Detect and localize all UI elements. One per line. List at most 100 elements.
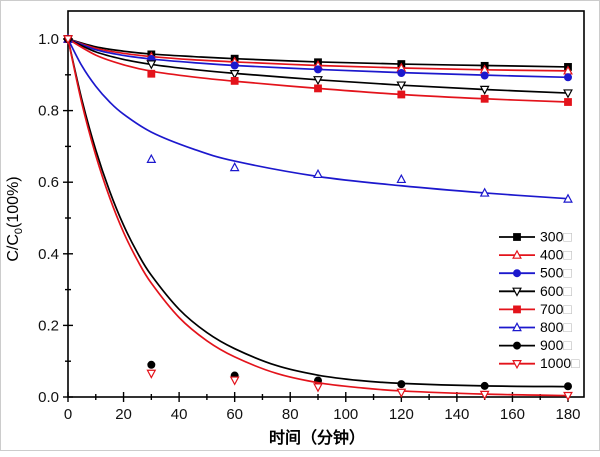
triangle-down-marker	[146, 369, 157, 379]
legend-label: 500□	[540, 265, 572, 281]
series-1000	[63, 35, 573, 402]
triangle-down-marker	[396, 81, 407, 91]
legend-missing-glyph: □	[571, 355, 580, 371]
legend-missing-glyph: □	[563, 265, 572, 281]
legend-item-600: 600□	[499, 283, 572, 299]
y-tick-label: 0.4	[38, 246, 59, 263]
x-tick-label: 20	[115, 406, 132, 423]
legend-label: 600□	[540, 283, 572, 299]
legend-missing-glyph: □	[563, 301, 572, 317]
legend-item-900: 900□	[499, 337, 572, 353]
y-axis-label-suffix: (100%)	[5, 176, 22, 228]
series-curve-1000	[67, 38, 569, 397]
legend-label: 900□	[540, 337, 572, 353]
legend-label-value: 900	[540, 337, 564, 353]
y-tick-label: 1.0	[38, 31, 59, 48]
square-marker	[513, 233, 521, 241]
triangle-down-marker	[229, 70, 240, 80]
legend-item-500: 500□	[499, 265, 572, 281]
x-tick-label: 60	[226, 406, 243, 423]
legend-label: 300□	[540, 229, 572, 245]
triangle-down-marker	[563, 89, 573, 99]
circle-marker	[512, 269, 521, 278]
series-curve-900	[67, 38, 569, 388]
triangle-down-marker	[512, 360, 522, 370]
x-tick-label: 0	[64, 406, 72, 423]
y-axis-label: C/C0(100%)	[5, 176, 25, 261]
legend-item-800: 800□	[499, 319, 572, 335]
circle-marker	[563, 73, 572, 82]
square-marker	[230, 76, 239, 85]
triangle-down-marker	[479, 390, 490, 400]
triangle-up-marker	[512, 249, 522, 259]
legend-label-value: 300	[540, 229, 564, 245]
triangle-up-marker	[563, 193, 573, 203]
x-tick-label: 180	[555, 406, 580, 423]
circle-marker	[397, 380, 406, 389]
legend-label-value: 500	[540, 265, 564, 281]
triangle-down-marker	[512, 287, 522, 297]
x-tick-label: 160	[500, 406, 525, 423]
legend-missing-glyph: □	[563, 319, 572, 335]
y-tick-label: 0.2	[38, 317, 59, 334]
series-900	[63, 34, 572, 391]
triangle-up-marker	[313, 168, 323, 179]
legend-label-value: 700	[540, 301, 564, 317]
square-marker	[564, 98, 572, 106]
triangle-up-marker	[229, 162, 240, 172]
triangle-up-marker	[146, 153, 157, 163]
triangle-down-marker	[396, 388, 407, 398]
y-tick-label: 0.0	[38, 389, 59, 406]
legend-missing-glyph: □	[563, 283, 572, 299]
y-axis-label-subscript: 0	[13, 228, 25, 234]
y-tick-label: 0.8	[38, 103, 59, 120]
legend-label-value: 800	[540, 319, 564, 335]
legend-item-700: 700□	[499, 301, 572, 317]
circle-marker	[230, 61, 239, 70]
legend-label-value: 1000	[540, 355, 571, 371]
x-tick-label: 40	[171, 406, 188, 423]
series-500	[63, 34, 572, 82]
legend-item-1000: 1000□	[499, 355, 580, 371]
legend-missing-glyph: □	[563, 229, 572, 245]
circle-marker	[480, 381, 489, 390]
triangle-down-marker	[313, 76, 323, 86]
triangle-up-marker	[479, 187, 490, 197]
triangle-down-marker	[229, 376, 240, 386]
legend-missing-glyph: □	[563, 337, 572, 353]
x-axis-label: 时间（分钟）	[269, 428, 365, 447]
triangle-up-marker	[396, 173, 407, 184]
triangle-down-marker	[313, 383, 323, 393]
circle-marker	[512, 341, 521, 350]
triangle-down-marker	[563, 391, 573, 402]
square-marker	[147, 69, 156, 78]
legend-label-value: 600	[540, 283, 564, 299]
triangle-down-marker	[146, 60, 157, 70]
legend-item-400: 400□	[499, 247, 572, 263]
circle-marker	[314, 65, 323, 74]
axes-frame	[67, 10, 585, 398]
y-axis-label-prefix: C/C	[5, 234, 22, 262]
triangle-down-marker	[479, 85, 490, 95]
x-tick-label: 80	[282, 406, 299, 423]
legend-label-value: 400	[540, 247, 564, 263]
legend-item-300: 300□	[499, 229, 572, 245]
triangle-down-marker	[63, 35, 73, 45]
chart-content: 0 20 40 60 80 100 120 140 160 180 0.0 0.2 0.4 0.6 0.8 1…	[38, 10, 585, 423]
legend-label: 700□	[540, 301, 572, 317]
circle-marker	[480, 71, 489, 80]
x-tick-label: 120	[389, 406, 414, 423]
square-marker	[397, 90, 406, 99]
legend: 300□400□500□600□700□800□900□1000□	[499, 229, 580, 371]
legend-label: 800□	[540, 319, 572, 335]
circle-marker	[397, 69, 406, 78]
square-marker	[314, 84, 322, 93]
legend-label: 400□	[540, 247, 572, 263]
y-tick-label: 0.6	[38, 174, 59, 191]
circle-marker	[147, 360, 156, 369]
square-marker	[480, 94, 489, 103]
triangle-up-marker	[512, 322, 522, 332]
x-tick-label: 100	[333, 406, 358, 423]
